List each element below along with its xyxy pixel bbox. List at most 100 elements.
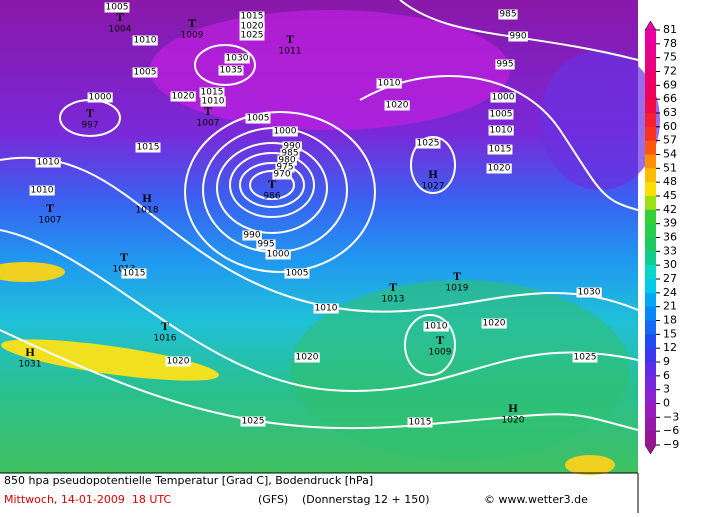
- isobar-label: 1015: [241, 12, 264, 22]
- pressure-center-symbol: T: [268, 177, 276, 191]
- isobar-label-bg: [200, 96, 226, 107]
- isobar-label: 990: [509, 32, 526, 42]
- isobar-label-bg: [199, 87, 225, 98]
- pressure-center-value: 1018: [136, 206, 159, 216]
- pressure-center-value: 1009: [429, 348, 452, 358]
- isobar-label-bg: [423, 321, 449, 332]
- pressure-center-symbol: T: [436, 333, 444, 347]
- isobar-label-bg: [280, 148, 300, 159]
- isobar-label: 1010: [315, 304, 338, 314]
- isobar-label: 1020: [386, 101, 409, 111]
- isobar-label: 1035: [220, 66, 243, 76]
- isobar-label-bg: [240, 416, 266, 427]
- pressure-center-value: 1013: [382, 295, 405, 305]
- warm-band: [1, 339, 219, 381]
- legend-tick-label: 60: [663, 120, 677, 133]
- isobar-label: 1020: [167, 357, 190, 367]
- isobar-label: 1010: [202, 97, 225, 107]
- isobar-label-bg: [121, 268, 147, 279]
- isobar-label: 985: [499, 10, 516, 20]
- isobar-label-bg: [239, 11, 265, 22]
- footer-model: (GFS): [258, 493, 288, 506]
- legend-swatch: [645, 362, 656, 377]
- legend-swatch: [645, 209, 656, 225]
- legend-tick-label: 15: [663, 327, 677, 340]
- pressure-center-value: 1004: [109, 25, 132, 35]
- legend-swatch: [645, 265, 656, 280]
- legend-tick-label: −9: [663, 438, 679, 451]
- legend-tick-label: 54: [663, 148, 677, 161]
- legend-tick-label: 42: [663, 203, 677, 216]
- legend-tick-label: 33: [663, 244, 677, 257]
- isobar-label: 1005: [286, 269, 309, 279]
- legend-tick-label: 45: [663, 189, 677, 202]
- legend-tick-label: 18: [663, 314, 677, 327]
- legend-tick-label: 63: [663, 106, 677, 119]
- legend-tick-label: −6: [663, 424, 679, 437]
- isobar-label-bg: [486, 163, 512, 174]
- legend-swatch: [645, 85, 656, 100]
- isobar-label: 1000: [492, 93, 515, 103]
- legend-swatch: [645, 306, 656, 321]
- pressure-center-symbol: T: [389, 280, 397, 294]
- isobar-label-bg: [87, 92, 113, 103]
- isobar-label-bg: [282, 141, 302, 152]
- isobar-label-bg: [572, 352, 598, 363]
- isobar-label: 1025: [574, 353, 597, 363]
- pressure-center-symbol: T: [161, 319, 169, 333]
- isobar-label-bg: [256, 239, 276, 250]
- isobar-label: 1010: [31, 186, 54, 196]
- legend-swatch: [645, 99, 656, 114]
- pressure-center-value: 1011: [279, 47, 302, 57]
- pressure-center-value: 1031: [19, 360, 42, 370]
- pressure-center-symbol: T: [453, 269, 461, 283]
- isobar-label: 1020: [488, 164, 511, 174]
- isobar-label-bg: [132, 67, 158, 78]
- isobar-label: 990: [243, 231, 260, 241]
- legend-tick-label: 6: [663, 369, 670, 382]
- isobar-label-bg: [415, 138, 441, 149]
- isobar-label-bg: [488, 109, 514, 120]
- legend-swatch: [645, 292, 656, 308]
- isobar-label: 1010: [37, 158, 60, 168]
- legend: 8178757269666360575451484542393633302724…: [644, 20, 679, 455]
- isobar-label-bg: [239, 21, 265, 32]
- legend-swatch: [645, 154, 656, 169]
- isobar-label: 1015: [137, 143, 160, 153]
- isobar-label-bg: [576, 287, 602, 298]
- pressure-center-symbol: H: [25, 345, 35, 359]
- isobar-label-bg: [407, 417, 433, 428]
- pressure-center-value: 986: [263, 192, 280, 202]
- legend-tick-label: 27: [663, 272, 677, 285]
- legend-tick-label: 30: [663, 258, 677, 271]
- pressure-center-value: 997: [81, 121, 98, 131]
- isobar-label-bg: [495, 59, 515, 70]
- isobar-label: 1005: [490, 110, 513, 120]
- legend-swatch: [645, 182, 656, 197]
- pressure-center-symbol: H: [428, 167, 438, 181]
- legend-swatch: [645, 375, 656, 391]
- isobar-label: 1005: [134, 68, 157, 78]
- legend-swatch: [645, 71, 656, 86]
- legend-tick-label: 9: [663, 355, 670, 368]
- isobar-label-bg: [384, 100, 410, 111]
- isobar-label-bg: [245, 113, 271, 124]
- isobar-label-bg: [284, 268, 310, 279]
- legend-tick-label: 24: [663, 286, 677, 299]
- legend-swatch: [645, 223, 656, 238]
- isobar-label: 1030: [578, 288, 601, 298]
- warm-band: [565, 455, 615, 475]
- isobar-label-bg: [272, 169, 292, 180]
- isobar-label: 1015: [201, 88, 224, 98]
- legend-tick-label: 66: [663, 92, 677, 105]
- pressure-center-value: 1007: [39, 216, 62, 226]
- legend-tick-label: 0: [663, 397, 670, 410]
- isobar-label-bg: [165, 356, 191, 367]
- legend-swatch: [645, 140, 656, 155]
- isobar-label: 1010: [490, 126, 513, 136]
- isobar-label: 1005: [247, 114, 270, 124]
- legend-swatch: [645, 403, 656, 418]
- pressure-center-symbol: T: [120, 250, 128, 264]
- pressure-center-symbol: T: [188, 16, 196, 30]
- pressure-center-symbol: T: [86, 106, 94, 120]
